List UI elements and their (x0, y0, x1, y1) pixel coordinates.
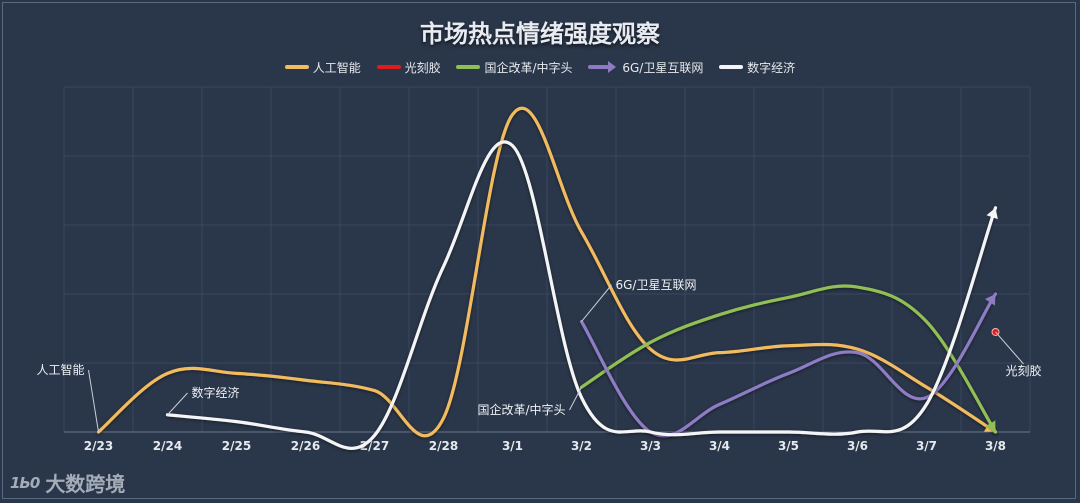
series-arrow-soe (985, 420, 996, 432)
x-tick-label: 3/7 (916, 439, 937, 453)
series-line-6g[interactable] (579, 292, 998, 438)
legend-swatch-digital (719, 65, 744, 69)
legend-item-digital[interactable]: 数字经济 (719, 59, 795, 76)
x-tick-label: 2/25 (222, 439, 251, 453)
legend-label-ai: 人工智能 (312, 60, 361, 75)
legend-item-photoresist[interactable]: 光刻胶 (376, 59, 441, 76)
x-tick-label: 3/8 (985, 439, 1006, 453)
callout-line-photoresist (995, 331, 1024, 365)
legend-label-soe: 国企改革/中字头 (484, 60, 573, 75)
watermark-logo: 1Ь0 (10, 473, 40, 492)
legend-item-6g[interactable]: 6G/卫星互联网 (588, 59, 703, 76)
legend-item-soe[interactable]: 国企改革/中字头 (456, 59, 573, 76)
x-tick-label: 3/3 (640, 439, 661, 453)
callout-line-digital (167, 392, 188, 416)
legend-item-ai[interactable]: 人工智能 (284, 59, 361, 76)
x-tick-label: 3/4 (709, 439, 730, 453)
legend-label-photoresist: 光刻胶 (404, 60, 441, 75)
x-tick-label: 3/1 (502, 439, 523, 453)
x-tick-label: 2/26 (291, 439, 320, 453)
callout-line-6g (581, 284, 612, 322)
legend: 人工智能 光刻胶 国企改革/中字头 6G/卫星互联网 数字经济 (0, 58, 1080, 76)
callout-label-photoresist: 光刻胶 (1005, 363, 1041, 378)
callout-label-ai: 人工智能 (36, 362, 84, 377)
x-tick-label: 2/28 (429, 439, 458, 453)
series-arrow-6g (984, 294, 996, 306)
series-layer (96, 106, 1000, 450)
callout-label-digital: 数字经济 (192, 385, 240, 400)
x-tick-label: 3/5 (778, 439, 799, 453)
x-tick-label: 2/24 (153, 439, 182, 453)
x-tick-label: 3/2 (571, 439, 592, 453)
series-line-soe[interactable] (579, 284, 998, 434)
legend-swatch-6g (588, 61, 617, 73)
callout-label-soe: 国企改革/中字头 (477, 402, 565, 417)
series-arrow-digital (986, 207, 998, 220)
series-line-digital[interactable] (165, 140, 998, 450)
legend-swatch-photoresist (376, 65, 401, 69)
legend-swatch-ai (284, 65, 309, 69)
x-axis: 2/23 2/24 2/25 2/26 2/27 2/28 3/1 3/2 3/3 3/4 3/5 3… (64, 431, 1030, 453)
watermark-text: 大数跨境 (45, 472, 126, 496)
legend-label-digital: 数字经济 (747, 60, 796, 75)
x-tick-label: 2/23 (84, 439, 113, 453)
legend-label-6g: 6G/卫星互联网 (622, 60, 704, 75)
chart-title: 市场热点情绪强度观察 (420, 20, 660, 48)
callout-line-soe (569, 386, 582, 411)
watermark: 1Ь0 大数跨境 (10, 468, 125, 497)
legend-swatch-soe (456, 65, 481, 69)
x-tick-label: 3/6 (847, 439, 868, 453)
callout-label-6g: 6G/卫星互联网 (616, 278, 697, 292)
callout-line-ai (88, 369, 99, 433)
series-line-ai[interactable] (96, 106, 998, 438)
